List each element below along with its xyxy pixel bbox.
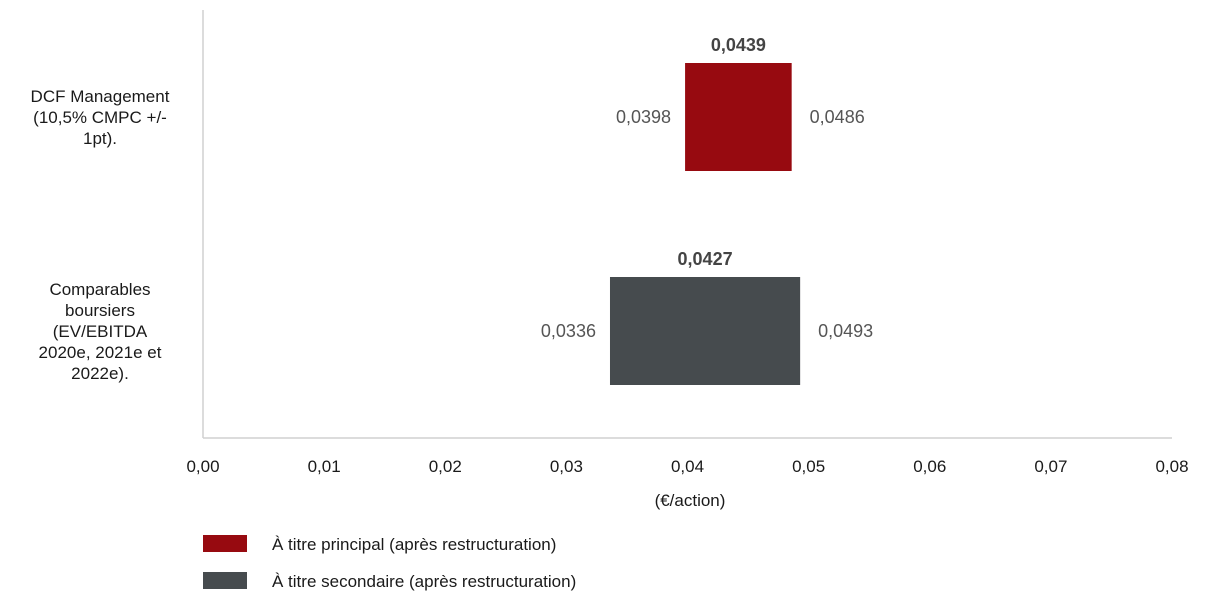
legend-label-principal: À titre principal (après restructuration… — [272, 535, 556, 554]
x-tick-label: 0,05 — [792, 457, 825, 476]
low-value-label-principal: 0,0398 — [616, 107, 671, 127]
x-tick-label: 0,08 — [1155, 457, 1188, 476]
x-tick-label: 0,07 — [1034, 457, 1067, 476]
x-tick-label: 0,02 — [429, 457, 462, 476]
x-tick-label: 0,06 — [913, 457, 946, 476]
range-bar-principal — [685, 63, 792, 171]
low-value-label-secondaire: 0,0336 — [541, 321, 596, 341]
category-label-principal: DCF Management (10,5% CMPC +/-1pt). — [31, 87, 170, 148]
x-tick-label: 0,03 — [550, 457, 583, 476]
mid-value-label-secondaire: 0,0427 — [678, 249, 733, 269]
x-tick-label: 0,00 — [186, 457, 219, 476]
category-label-secondaire: Comparables boursiers (EV/EBITDA 2020e, 202… — [39, 280, 162, 383]
x-tick-label: 0,04 — [671, 457, 704, 476]
range-bar-secondaire — [609, 277, 801, 385]
mid-value-label-principal: 0,0439 — [711, 35, 766, 55]
legend-label-secondaire: À titre secondaire (après restructuratio… — [272, 572, 576, 591]
legend-swatch-principal — [203, 535, 247, 552]
legend-swatch-secondaire — [203, 572, 247, 589]
high-value-label-principal: 0,0486 — [810, 107, 865, 127]
x-tick-label: 0,01 — [308, 457, 341, 476]
x-axis-title: (€/action) — [655, 491, 726, 510]
high-value-label-secondaire: 0,0493 — [818, 321, 873, 341]
